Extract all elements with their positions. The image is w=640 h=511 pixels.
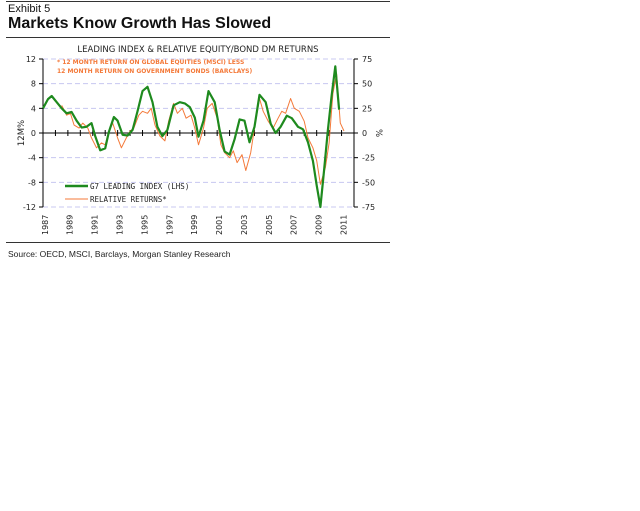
x-tick-label: 2001 [215,215,224,235]
y-tick-label-left: 8 [31,80,36,89]
y-tick-label-left: 4 [31,104,36,113]
y-tick-label-right: 25 [362,104,372,113]
top-rule [6,1,390,2]
gridlines [43,58,354,208]
page-title: Markets Know Growth Has Slowed [8,15,272,32]
y-tick-label-right: -25 [362,154,375,163]
x-tick-label: 2005 [265,215,274,235]
y-tick-label-right: 75 [362,55,372,64]
chart-title: LEADING INDEX & RELATIVE EQUITY/BOND DM … [77,45,318,55]
x-tick-label: 1989 [66,215,75,235]
y-tick-label-left: -4 [28,154,36,163]
bottom-rule [6,242,390,243]
y-tick-label-right: 0 [362,129,367,138]
chart-note-line-2: 12 MONTH RETURN ON GOVERNMENT BONDS (BAR… [57,68,253,75]
series-lines [42,65,345,209]
y-tick-label-left: 12 [26,55,36,64]
legend: G7 LEADING INDEX (LHS) RELATIVE RETURNS* [65,182,189,204]
x-tick-label: 1987 [41,215,50,235]
ticks: 12 8 4 0 -4 -8 -12 75 50 25 0 -25 -50 -75 1987 1989 1991… [23,55,375,235]
x-tick-label: 1995 [140,215,149,235]
y-tick-label-right: -75 [362,203,375,212]
x-tick-label: 1991 [91,215,100,235]
y-tick-label-left: -8 [28,178,36,187]
y-tick-label-right: -50 [362,178,375,187]
legend-label-relative: RELATIVE RETURNS* [90,195,167,204]
legend-label-leading: G7 LEADING INDEX (LHS) [90,182,189,191]
y-tick-label-left: 0 [31,129,36,138]
chart-note-line-1: * 12 MONTH RETURN ON GLOBAL EQUITIES (MS… [57,59,244,66]
x-tick-label: 2003 [240,215,249,235]
x-tick-label: 2009 [315,215,324,235]
x-tick-label: 1997 [165,215,174,235]
series-line-g7-leading-index [42,65,341,209]
y-tick-label-right: 50 [362,80,372,89]
y-axis-left-label: 12M% [17,120,27,146]
x-tick-label: 1999 [190,215,199,235]
x-tick-label: 2011 [339,215,348,235]
exhibit-label: Exhibit 5 [8,3,51,15]
source-note: Source: OECD, MSCI, Barclays, Morgan Sta… [8,249,231,259]
x-tick-label: 2007 [290,215,299,235]
x-tick-label: 1993 [116,215,125,235]
y-axis-right-label: % [373,129,383,137]
y-tick-label-left: -12 [23,203,36,212]
title-rule [6,37,390,38]
